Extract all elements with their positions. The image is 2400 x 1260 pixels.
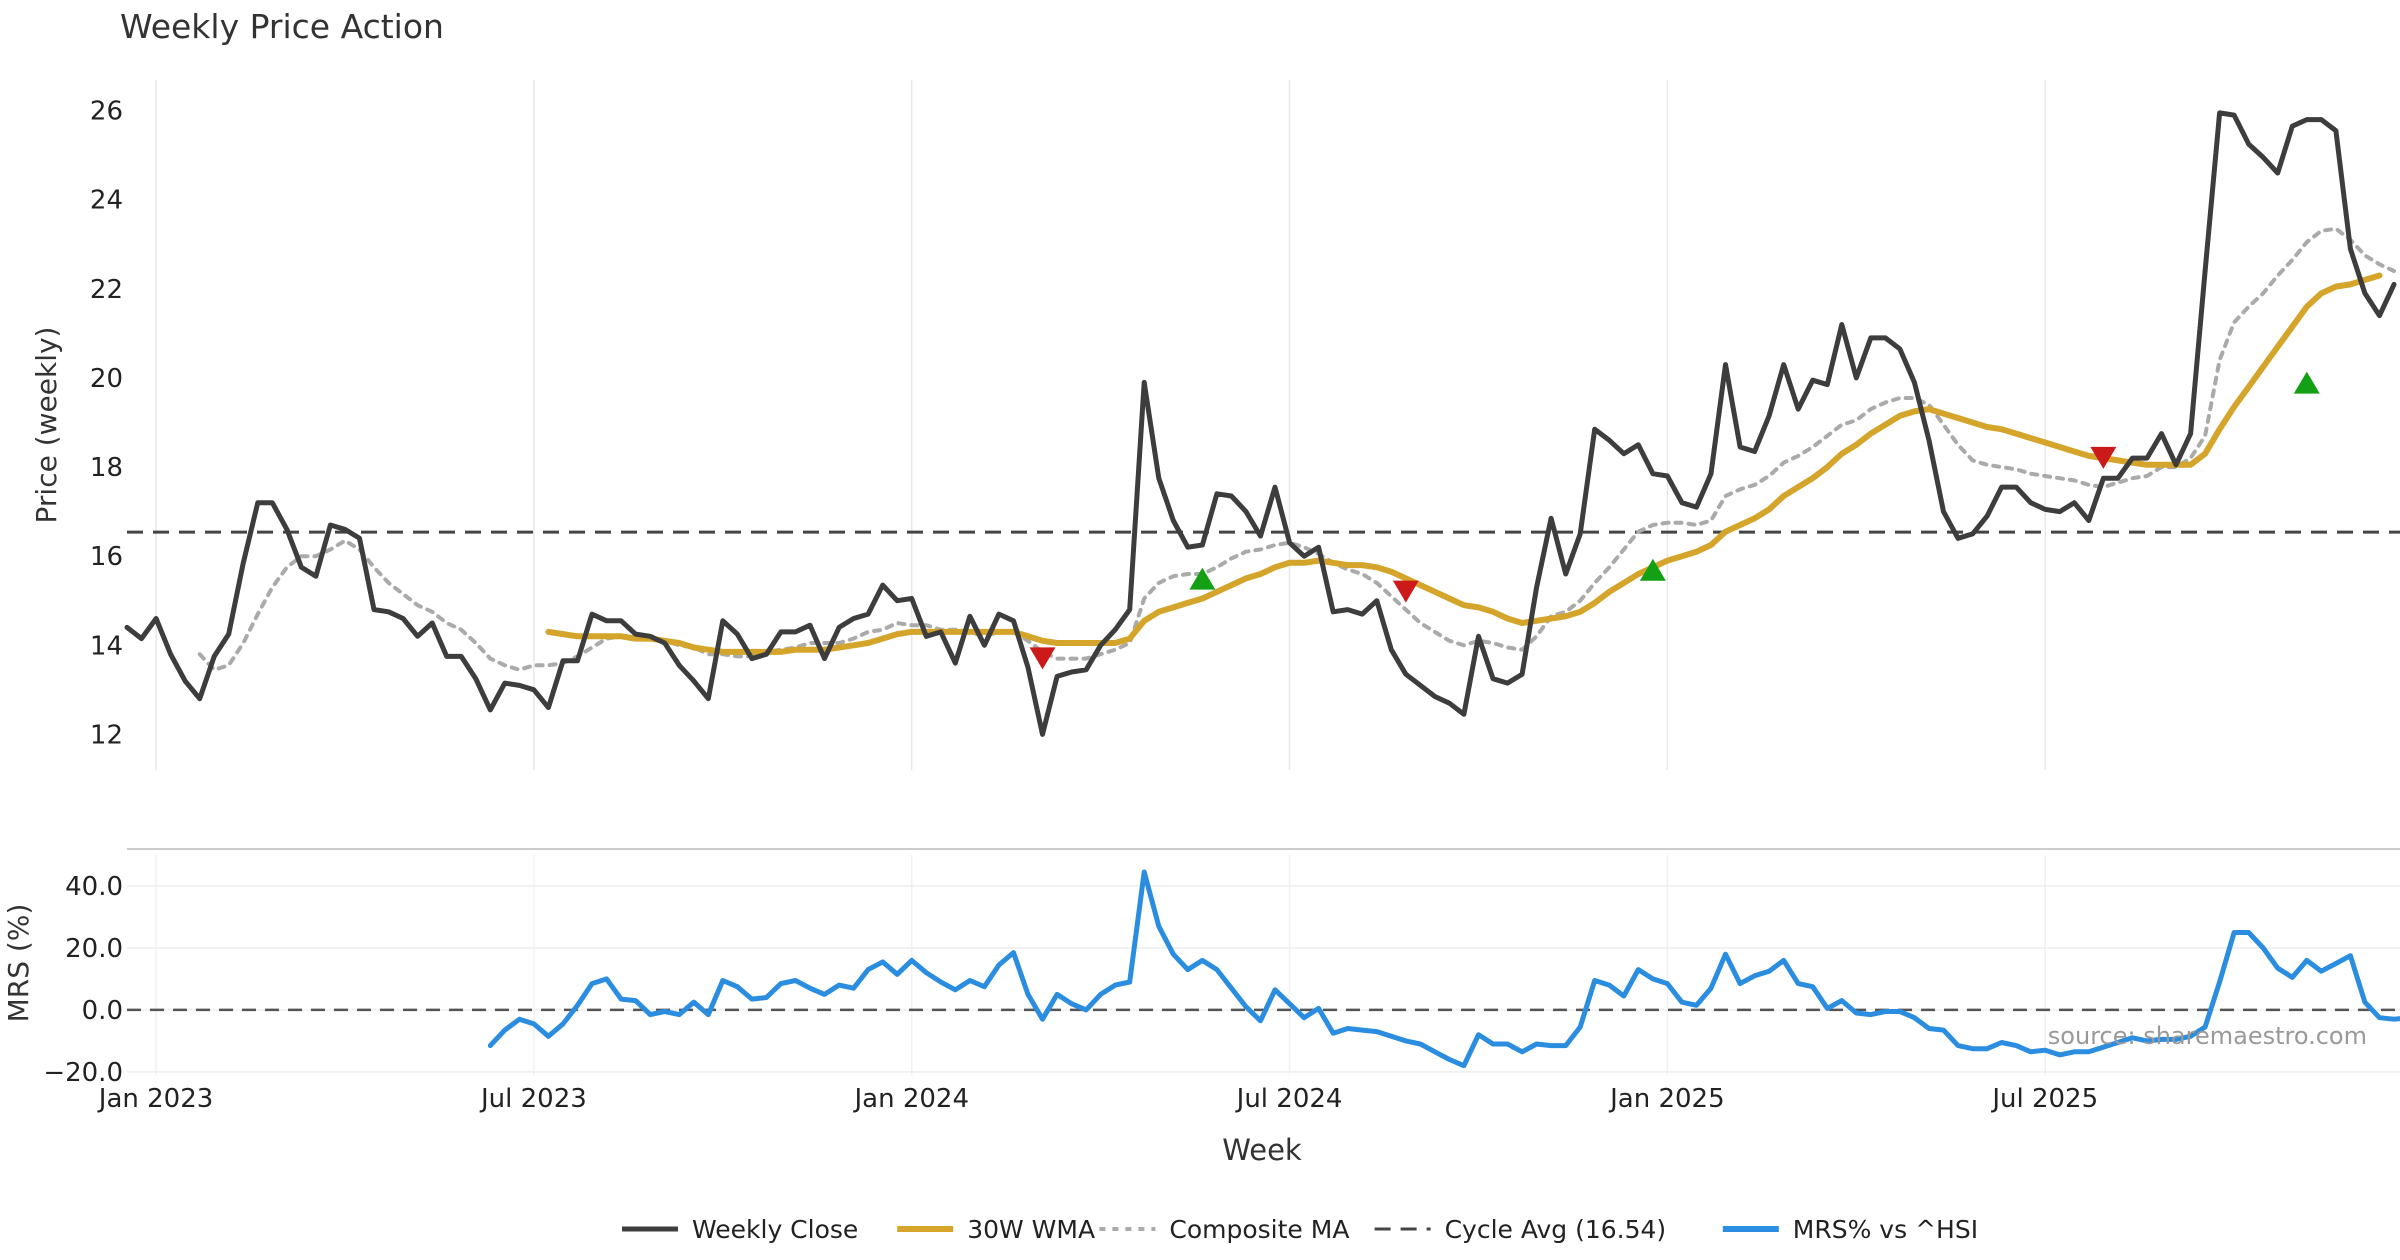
chart-title: Weekly Price Action [120,7,444,46]
legend-item: Composite MA [1099,1215,1349,1244]
price-y-tick-label: 26 [90,97,123,127]
buy-signal-marker [1189,567,1216,590]
legend-label: Weekly Close [692,1215,858,1244]
price-y-axis-label: Price (weekly) [30,327,63,524]
price-y-tick-label: 12 [90,720,123,750]
legend-label: 30W WMA [967,1215,1095,1244]
price-y-ticks: 12 14 16 18 20 22 24 26 [90,97,123,751]
source-watermark: source: sharemaestro.com [2048,1022,2367,1050]
legend: Weekly Close 30W WMA Composite MA Cycle Avg… [622,1215,1978,1244]
mrs-y-ticks: 40.0 20.0 0.0 −20.0 [43,872,123,1088]
price-y-tick-label: 16 [90,542,123,572]
mrs-line [487,869,2400,1069]
legend-item: MRS% vs ^HSI [1722,1215,1978,1244]
x-tick-label: Jan 2024 [852,1084,969,1114]
price-series [124,110,2397,737]
mrs-y-tick-label: 20.0 [65,934,123,964]
price-grid [155,80,2046,770]
x-tick-label: Jul 2024 [1235,1084,1343,1114]
x-tick-label: Jan 2025 [1608,1084,1725,1114]
sell-signal-marker [2090,446,2117,469]
price-y-tick-label: 14 [90,631,123,661]
legend-item: 30W WMA [897,1215,1095,1244]
wma-30w-line [545,272,2383,655]
price-y-tick-label: 20 [90,364,123,394]
x-axis-ticks: Jan 2023 Jul 2023 Jan 2024 Jul 2024 Jan 2025… [97,1084,2098,1114]
mrs-y-tick-label: 0.0 [82,996,123,1026]
signal-markers [1029,371,2320,670]
legend-item: Weekly Close [622,1215,858,1244]
buy-signal-marker [2293,371,2320,394]
sell-signal-marker [1029,647,1056,670]
x-tick-label: Jul 2025 [1990,1084,2098,1114]
mrs-y-tick-label: 40.0 [65,872,123,902]
mrs-y-tick-label: −20.0 [43,1058,123,1088]
mrs-series [487,869,2400,1069]
price-y-tick-label: 24 [90,186,123,216]
price-y-tick-label: 18 [90,453,123,483]
x-axis-label: Week [1222,1133,1302,1167]
buy-signal-marker [1639,558,1666,581]
price-y-tick-label: 22 [90,275,123,305]
x-tick-label: Jul 2023 [479,1084,587,1114]
legend-label: MRS% vs ^HSI [1793,1215,1978,1244]
legend-label: Cycle Avg (16.54) [1445,1215,1667,1244]
x-tick-label: Jan 2023 [97,1084,214,1114]
sell-signal-marker [1392,580,1419,603]
legend-label: Composite MA [1169,1215,1349,1244]
mrs-y-axis-label: MRS (%) [2,904,35,1023]
weekly-close-line [124,110,2397,737]
legend-item: Cycle Avg (16.54) [1374,1215,1667,1244]
